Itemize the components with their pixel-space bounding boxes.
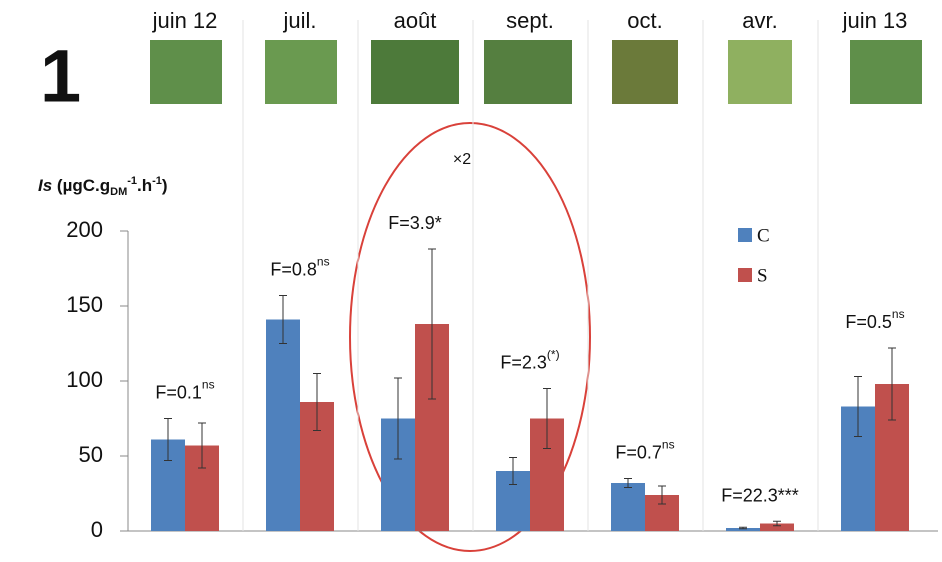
y-axis-label-part: ): [162, 176, 168, 195]
f-statistic: F=0.5ns: [845, 307, 904, 332]
error-bar: [428, 248, 436, 400]
error-bar: [854, 376, 862, 437]
f-statistic-value: F=0.1: [155, 382, 202, 402]
leaf-photo: [728, 40, 792, 104]
error-bar: [739, 526, 747, 530]
f-statistic: F=0.8ns: [270, 255, 329, 280]
y-axis-label-part: -1: [127, 175, 137, 187]
leaf-photo: [850, 40, 922, 104]
error-bar: [164, 418, 172, 461]
leaf-photo: [371, 40, 459, 104]
f-statistic: F=2.3(*): [500, 348, 559, 373]
f-statistic-significance: ns: [662, 438, 675, 452]
category-label: juil.: [282, 8, 316, 33]
error-bar: [888, 347, 896, 421]
error-bar: [624, 478, 632, 488]
f-statistic: F=0.1ns: [155, 378, 214, 403]
leaf-photo: [612, 40, 678, 104]
y-axis-label-part: Is: [38, 176, 52, 195]
bar: [266, 319, 300, 531]
highlight-ellipse: [349, 122, 591, 552]
bar: [760, 523, 794, 531]
f-statistic-value: F=22.3***: [721, 485, 799, 505]
y-axis-label-part: .h: [137, 176, 152, 195]
legend-label: S: [757, 265, 768, 286]
error-bar: [658, 485, 666, 505]
y-axis-label-part: DM: [110, 186, 127, 198]
category-label: sept.: [506, 8, 554, 33]
category-label: août: [394, 8, 437, 33]
f-statistic-value: F=0.7: [615, 442, 662, 462]
highlight-note: ×2: [453, 151, 471, 168]
category-label: juin 12: [152, 8, 218, 33]
legend-swatch: [738, 268, 752, 282]
legend-label: C: [757, 225, 770, 246]
bar: [611, 483, 645, 531]
y-tick-label: 200: [66, 217, 103, 242]
f-statistic: F=22.3***: [721, 485, 799, 505]
f-statistic-significance: (*): [547, 348, 560, 362]
error-bar: [509, 457, 517, 485]
error-bar: [773, 520, 781, 527]
legend-swatch: [738, 228, 752, 242]
f-statistic-significance: ns: [317, 255, 330, 269]
f-statistic-value: F=0.5: [845, 312, 892, 332]
y-tick-label: 150: [66, 292, 103, 317]
y-axis-label-part: -1: [152, 175, 162, 187]
f-statistic-significance: ns: [202, 378, 215, 392]
category-label: juin 13: [842, 8, 908, 33]
bar: [726, 528, 760, 531]
panel-label: 1: [40, 35, 81, 118]
category-label: oct.: [627, 8, 662, 33]
leaf-photo: [484, 40, 572, 104]
f-statistic: F=0.7ns: [615, 438, 674, 463]
error-bar: [543, 388, 551, 449]
y-axis-label: Is (µgC.gDM-1.h-1): [38, 175, 168, 198]
f-statistic-significance: ns: [892, 307, 905, 321]
leaf-photo: [265, 40, 337, 104]
category-label: avr.: [742, 8, 777, 33]
leaf-photo: [150, 40, 222, 104]
error-bar: [198, 422, 206, 469]
error-bar: [279, 295, 287, 344]
f-statistic-value: F=2.3: [500, 352, 547, 372]
y-tick-label: 0: [91, 517, 103, 542]
f-statistic-value: F=0.8: [270, 259, 317, 279]
y-axis-label-part: (µgC.g: [52, 176, 110, 195]
error-bar: [313, 373, 321, 431]
y-tick-label: 100: [66, 367, 103, 392]
y-tick-label: 50: [79, 442, 103, 467]
f-statistic: F=3.9*: [388, 213, 442, 233]
error-bar: [394, 377, 402, 460]
f-statistic-value: F=3.9*: [388, 213, 442, 233]
leaf-photos: [150, 40, 922, 104]
